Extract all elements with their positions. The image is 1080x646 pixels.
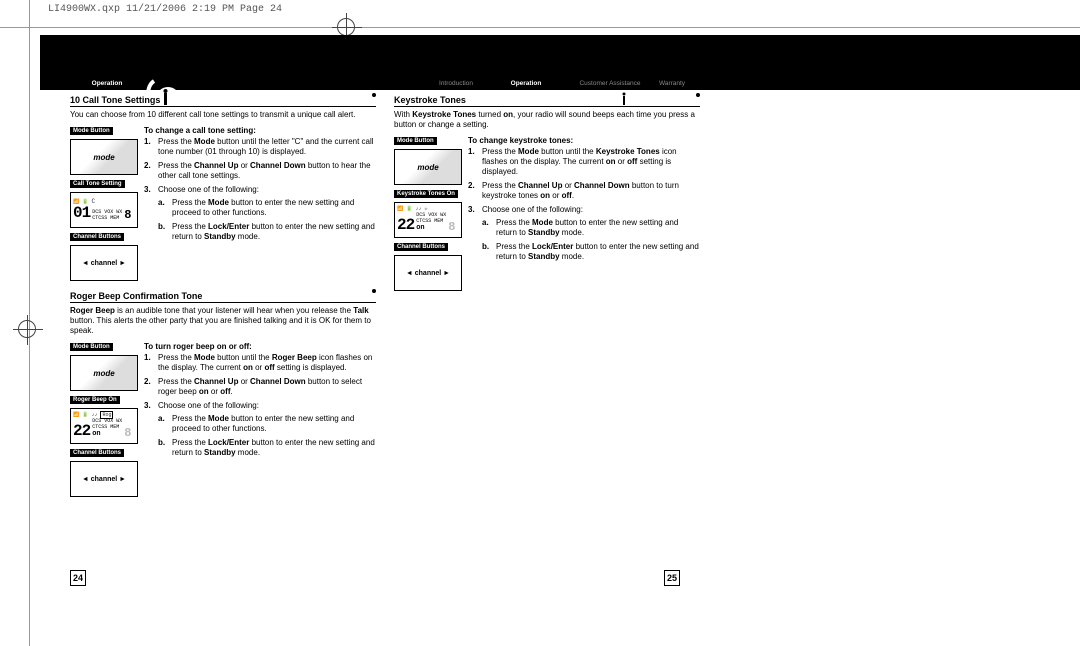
right-column: Keystroke Tones With Keystroke Tones tur… — [394, 95, 700, 586]
img-label: Channel Buttons — [394, 243, 448, 251]
crop-mark-top — [0, 27, 1080, 28]
content-area: 10 Call Tone Settings You can choose fro… — [70, 95, 700, 586]
keystroke-subheading: To change keystroke tones: — [468, 136, 700, 145]
img-label: Channel Buttons — [70, 233, 124, 241]
step: Press the Mode button until the Roger Be… — [144, 353, 376, 373]
registration-mark-left — [18, 320, 36, 338]
img-label: Mode Button — [70, 127, 113, 135]
img-label: Keystroke Tones On — [394, 190, 458, 198]
img-label: Call Tone Setting — [70, 180, 125, 188]
substep: Press the Mode button to enter the new s… — [158, 198, 376, 218]
img-label: Mode Button — [70, 343, 113, 351]
step: Press the Mode button until the letter "… — [144, 137, 376, 157]
roger-beep-images: Mode Button mode Roger Beep On 📶 🔋 ♪♪ Ro… — [70, 340, 138, 499]
left-column: 10 Call Tone Settings You can choose fro… — [70, 95, 376, 586]
page-number-left: 24 — [70, 570, 86, 586]
lcd-image: 📶 🔋 ♪♪ ☼ 22 DCS VOX WXCTCSS MEMon 8 — [394, 202, 462, 238]
step: Press the Channel Up or Channel Down but… — [144, 161, 376, 181]
roger-beep-steps: Press the Mode button until the Roger Be… — [144, 353, 376, 458]
nav-tab-operation: Operation — [505, 78, 547, 90]
substep: Press the Lock/Enter button to enter the… — [482, 242, 700, 262]
step: Press the Channel Up or Channel Down but… — [468, 181, 700, 201]
roger-beep-subheading: To turn roger beep on or off: — [144, 342, 376, 351]
running-header: LI4900WX.qxp 11/21/2006 2:19 PM Page 24 — [48, 4, 282, 15]
mode-button-image: mode — [70, 139, 138, 175]
roger-beep-text: To turn roger beep on or off: Press the … — [144, 340, 376, 499]
step: Choose one of the following: Press the M… — [144, 401, 376, 458]
substep: Press the Mode button to enter the new s… — [158, 414, 376, 434]
roger-beep-heading: Roger Beep Confirmation Tone — [70, 291, 376, 303]
channel-buttons-image: ◄ channel ► — [394, 255, 462, 291]
step: Choose one of the following: Press the M… — [144, 185, 376, 242]
call-tone-subheading: To change a call tone setting: — [144, 126, 376, 135]
substep: Press the Mode button to enter the new s… — [482, 218, 700, 238]
img-label: Channel Buttons — [70, 449, 124, 457]
call-tone-text: To change a call tone setting: Press the… — [144, 124, 376, 283]
nav-tab-introduction: Introduction — [435, 78, 477, 90]
step: Choose one of the following: Press the M… — [468, 205, 700, 262]
step: Press the Channel Up or Channel Down but… — [144, 377, 376, 397]
call-tone-heading: 10 Call Tone Settings — [70, 95, 376, 107]
lcd-image: 📶 🔋 ♪♪ Rog 22 DCS VOX WXCTCSS MEMon 8 — [70, 408, 138, 444]
step: Press the Mode button until the Keystrok… — [468, 147, 700, 177]
registration-mark-top — [337, 18, 355, 36]
header-bar: Operation Mode Functions Introduction Op… — [40, 35, 1080, 90]
section-tab-left: Operation — [86, 78, 128, 90]
keystroke-steps: Press the Mode button until the Keystrok… — [468, 147, 700, 262]
keystroke-instructions: Mode Button mode Keystroke Tones On 📶 🔋 … — [394, 134, 700, 293]
img-label: Mode Button — [394, 137, 437, 145]
page-number-right: 25 — [664, 570, 680, 586]
lcd-image: 📶 🔋 C 01 DCS VOX WXCTCSS MEM 8 — [70, 192, 138, 228]
mode-button-image: mode — [70, 355, 138, 391]
substep: Press the Lock/Enter button to enter the… — [158, 222, 376, 242]
nav-tab-customer: Customer Assistance — [575, 78, 645, 90]
channel-buttons-image: ◄ channel ► — [70, 245, 138, 281]
substep: Press the Lock/Enter button to enter the… — [158, 438, 376, 458]
keystroke-images: Mode Button mode Keystroke Tones On 📶 🔋 … — [394, 134, 462, 293]
keystroke-heading: Keystroke Tones — [394, 95, 700, 107]
call-tone-intro: You can choose from 10 different call to… — [70, 110, 376, 120]
call-tone-instructions: Mode Button mode Call Tone Setting 📶 🔋 C… — [70, 124, 376, 283]
roger-beep-intro: Roger Beep is an audible tone that your … — [70, 306, 376, 336]
mode-button-image: mode — [394, 149, 462, 185]
keystroke-text: To change keystroke tones: Press the Mod… — [468, 134, 700, 293]
call-tone-steps: Press the Mode button until the letter "… — [144, 137, 376, 242]
nav-tab-warranty: Warranty — [652, 78, 692, 90]
keystroke-intro: With Keystroke Tones turned on, your rad… — [394, 110, 700, 130]
roger-beep-instructions: Mode Button mode Roger Beep On 📶 🔋 ♪♪ Ro… — [70, 340, 376, 499]
channel-buttons-image: ◄ channel ► — [70, 461, 138, 497]
img-label: Roger Beep On — [70, 396, 120, 404]
call-tone-images: Mode Button mode Call Tone Setting 📶 🔋 C… — [70, 124, 138, 283]
